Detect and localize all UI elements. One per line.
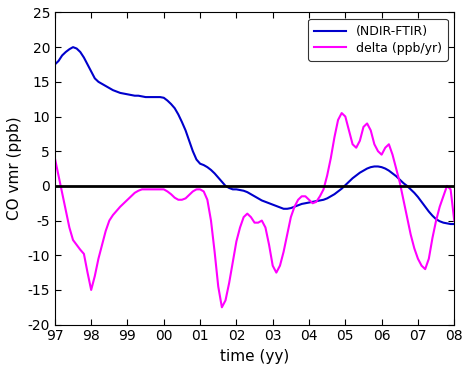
delta (ppb/yr) [219, 305, 225, 309]
delta (ppb/yr) [201, 189, 206, 194]
delta (ppb/yr) [154, 187, 159, 191]
(NDIR-FTIR) [451, 222, 457, 226]
(NDIR-FTIR) [70, 45, 76, 49]
delta (ppb/yr) [451, 219, 457, 223]
delta (ppb/yr) [143, 187, 149, 191]
delta (ppb/yr) [444, 184, 450, 188]
delta (ppb/yr) [241, 215, 246, 219]
(NDIR-FTIR) [204, 165, 210, 170]
(NDIR-FTIR) [157, 95, 163, 99]
delta (ppb/yr) [288, 215, 294, 219]
X-axis label: time (yy): time (yy) [220, 349, 289, 364]
delta (ppb/yr) [52, 156, 58, 160]
(NDIR-FTIR) [147, 95, 152, 99]
(NDIR-FTIR) [52, 62, 58, 67]
(NDIR-FTIR) [241, 188, 246, 193]
Y-axis label: CO vmr (ppb): CO vmr (ppb) [7, 117, 22, 220]
Legend: (NDIR-FTIR), delta (ppb/yr): (NDIR-FTIR), delta (ppb/yr) [308, 19, 448, 61]
Line: delta (ppb/yr): delta (ppb/yr) [55, 113, 454, 307]
Line: (NDIR-FTIR): (NDIR-FTIR) [55, 47, 454, 224]
(NDIR-FTIR) [448, 222, 454, 226]
delta (ppb/yr) [339, 111, 345, 115]
(NDIR-FTIR) [440, 220, 446, 225]
(NDIR-FTIR) [288, 206, 294, 210]
